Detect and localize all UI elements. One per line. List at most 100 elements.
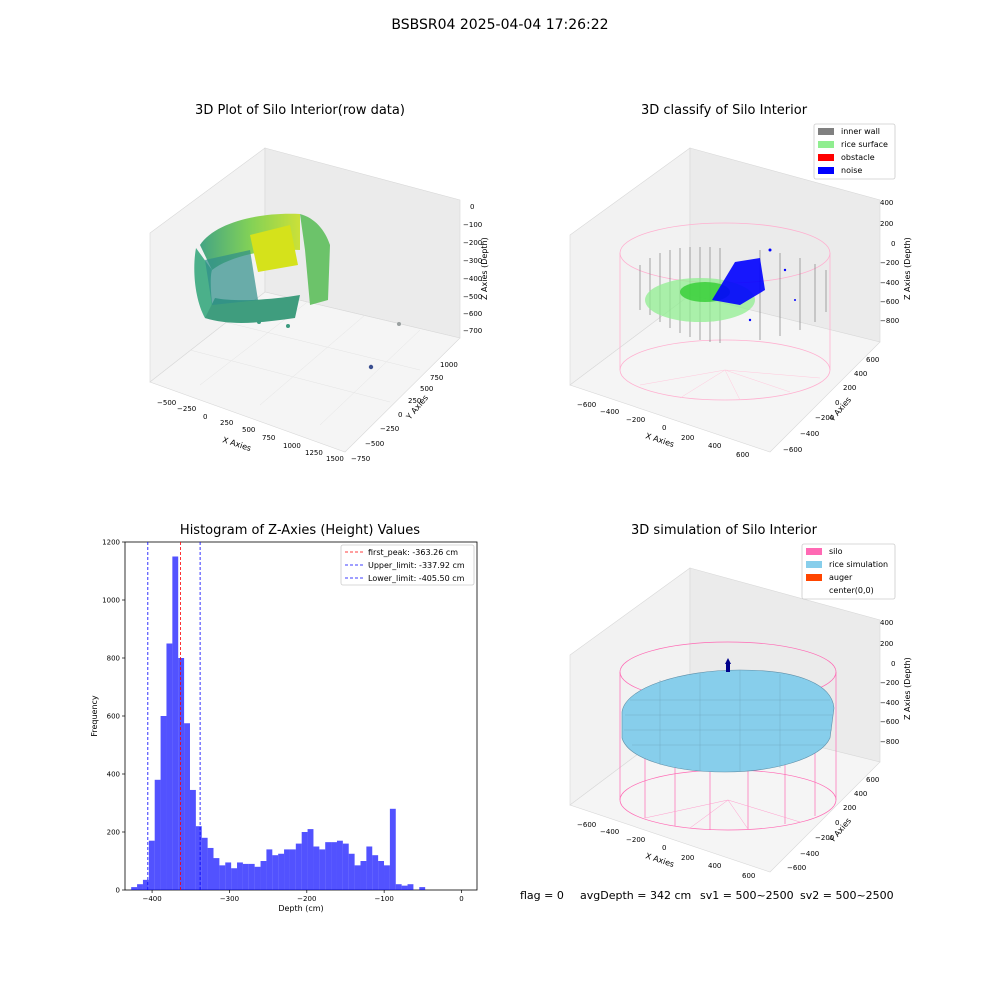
histogram-bar xyxy=(360,861,367,890)
raw-z-tick: −100 xyxy=(463,221,482,229)
histogram-bar xyxy=(331,842,337,890)
raw-x-tick: 500 xyxy=(242,426,255,434)
classify-x-label: X Axies xyxy=(644,431,675,449)
histogram-bar xyxy=(160,716,167,890)
y-tick-label: 1200 xyxy=(102,539,120,547)
raw-y-tick: 750 xyxy=(430,374,443,382)
flag-text: flag = 0 xyxy=(520,889,564,902)
simulation-y-tick: 600 xyxy=(866,776,879,784)
histogram-chart: −400 −300 −200 −100 0 020040060080010001200 … xyxy=(90,539,478,913)
histogram-bar xyxy=(266,849,273,890)
classify-plot-title: 3D classify of Silo Interior xyxy=(640,103,808,118)
simulation-y-tick: −200 xyxy=(815,834,834,842)
histogram-legend: first_peak: -363.26 cm Upper_limit: -337.… xyxy=(340,544,475,586)
legend-swatch-rice-surface xyxy=(818,141,834,148)
histogram-bar xyxy=(142,879,149,890)
y-tick-label: 0 xyxy=(116,887,120,895)
raw-y-tick: −250 xyxy=(380,425,399,433)
simulation-z-tick: −400 xyxy=(880,699,899,707)
raw-x-tick: 250 xyxy=(220,419,233,427)
classify-legend: inner wall rice surface obstacle noise xyxy=(813,123,896,180)
legend-label: rice surface xyxy=(841,140,888,149)
classify-z-tick: 400 xyxy=(880,199,893,207)
histogram-bar xyxy=(278,853,285,890)
legend-label: center(0,0) xyxy=(829,586,874,595)
simulation-y-tick: −400 xyxy=(800,850,819,858)
raw-x-tick: 750 xyxy=(262,434,275,442)
classify-z-ticks: 400 200 0 −200 −400 −600 −800 xyxy=(880,199,899,325)
raw-3d-plot: −500 −250 0 250 500 750 1000 1250 1500 X… xyxy=(149,147,489,463)
raw-z-label: Z Axies (Depth) xyxy=(480,237,489,300)
classify-z-tick: 200 xyxy=(880,220,893,228)
histogram-bar xyxy=(195,826,202,890)
y-tick-label: 200 xyxy=(107,829,120,837)
histogram-x-label: Depth (cm) xyxy=(278,904,323,913)
raw-y-tick: 0 xyxy=(398,411,402,419)
simulation-plot-title: 3D simulation of Silo Interior xyxy=(631,523,817,538)
classify-x-tick: −200 xyxy=(626,416,645,424)
histogram-bar xyxy=(366,846,373,890)
classify-x-ticks: −600 −400 −200 0 200 400 600 xyxy=(577,401,749,459)
histogram-bar xyxy=(354,865,361,890)
simulation-x-tick: 0 xyxy=(662,844,666,852)
histogram-bar xyxy=(378,861,385,890)
classify-x-tick: 600 xyxy=(736,451,749,459)
simulation-y-tick: −600 xyxy=(787,864,806,872)
simulation-y-ticks: −600 −400 −200 0 200 400 600 xyxy=(787,776,879,872)
x-tick-label: −400 xyxy=(142,895,161,903)
x-tick-label: 0 xyxy=(459,895,463,903)
classify-z-tick: −400 xyxy=(880,279,899,287)
histogram-bar xyxy=(319,849,326,890)
histogram-bar xyxy=(248,863,255,890)
raw-x-tick: 1250 xyxy=(305,449,323,457)
x-tick-label: −200 xyxy=(297,895,316,903)
histogram-bar xyxy=(148,840,155,890)
x-tick-label: −100 xyxy=(375,895,394,903)
histogram-bar xyxy=(372,855,379,890)
classify-y-tick: 600 xyxy=(866,356,879,364)
histogram-bar xyxy=(395,884,402,890)
histogram-bar xyxy=(201,837,208,890)
raw-x-tick: −500 xyxy=(157,399,176,407)
histogram-bar xyxy=(225,862,232,890)
classify-y-ticks: −600 −400 −200 0 200 400 600 xyxy=(783,356,879,454)
simulation-x-label: X Axies xyxy=(644,851,675,869)
histogram-bar xyxy=(295,843,302,890)
histogram-bar xyxy=(389,808,396,890)
legend-swatch-obstacle xyxy=(818,154,834,161)
simulation-legend: silo rice simulation auger center(0,0) xyxy=(801,543,896,600)
simulation-x-tick: −600 xyxy=(577,821,596,829)
histogram-bar xyxy=(407,884,414,890)
legend-swatch-rice-simulation xyxy=(806,561,822,568)
raw-z-tick: −200 xyxy=(463,239,482,247)
classify-y-tick: −600 xyxy=(783,446,802,454)
histogram-bar xyxy=(313,846,320,890)
histogram-bar xyxy=(272,855,279,890)
legend-label: obstacle xyxy=(841,153,875,162)
raw-x-ticks: −500 −250 0 250 500 750 1000 1250 1500 xyxy=(157,399,344,463)
classify-x-tick: 400 xyxy=(708,442,721,450)
raw-x-tick: −250 xyxy=(177,405,196,413)
histogram-bar xyxy=(166,643,173,890)
classify-x-tick: 0 xyxy=(662,424,666,432)
histogram-bar xyxy=(237,862,243,890)
simulation-3d-plot: −600 −400 −200 0 200 400 600 X Axies −60… xyxy=(569,543,912,880)
y-tick-label: 800 xyxy=(107,655,120,663)
legend-label: silo xyxy=(829,547,843,556)
simulation-z-tick: −600 xyxy=(880,718,899,726)
legend-label: first_peak: -363.26 cm xyxy=(368,548,458,557)
sv1-text: sv1 = 500~2500 xyxy=(700,889,794,902)
histogram-x-ticks: −400 −300 −200 −100 0 xyxy=(142,890,464,903)
histogram-bar xyxy=(336,840,343,890)
raw-y-ticks: −750 −500 −250 0 250 500 750 1000 xyxy=(351,361,458,463)
simulation-x-tick: 600 xyxy=(742,872,755,880)
simulation-y-tick: 400 xyxy=(854,790,867,798)
histogram-bar xyxy=(189,789,196,890)
raw-y-tick: −500 xyxy=(365,440,384,448)
classify-y-label: Y Axies xyxy=(827,395,853,424)
histogram-bar xyxy=(419,887,426,890)
simulation-x-tick: −400 xyxy=(600,828,619,836)
legend-swatch-silo xyxy=(806,548,822,555)
legend-label: rice simulation xyxy=(829,560,888,569)
classify-z-tick: −200 xyxy=(880,259,899,267)
